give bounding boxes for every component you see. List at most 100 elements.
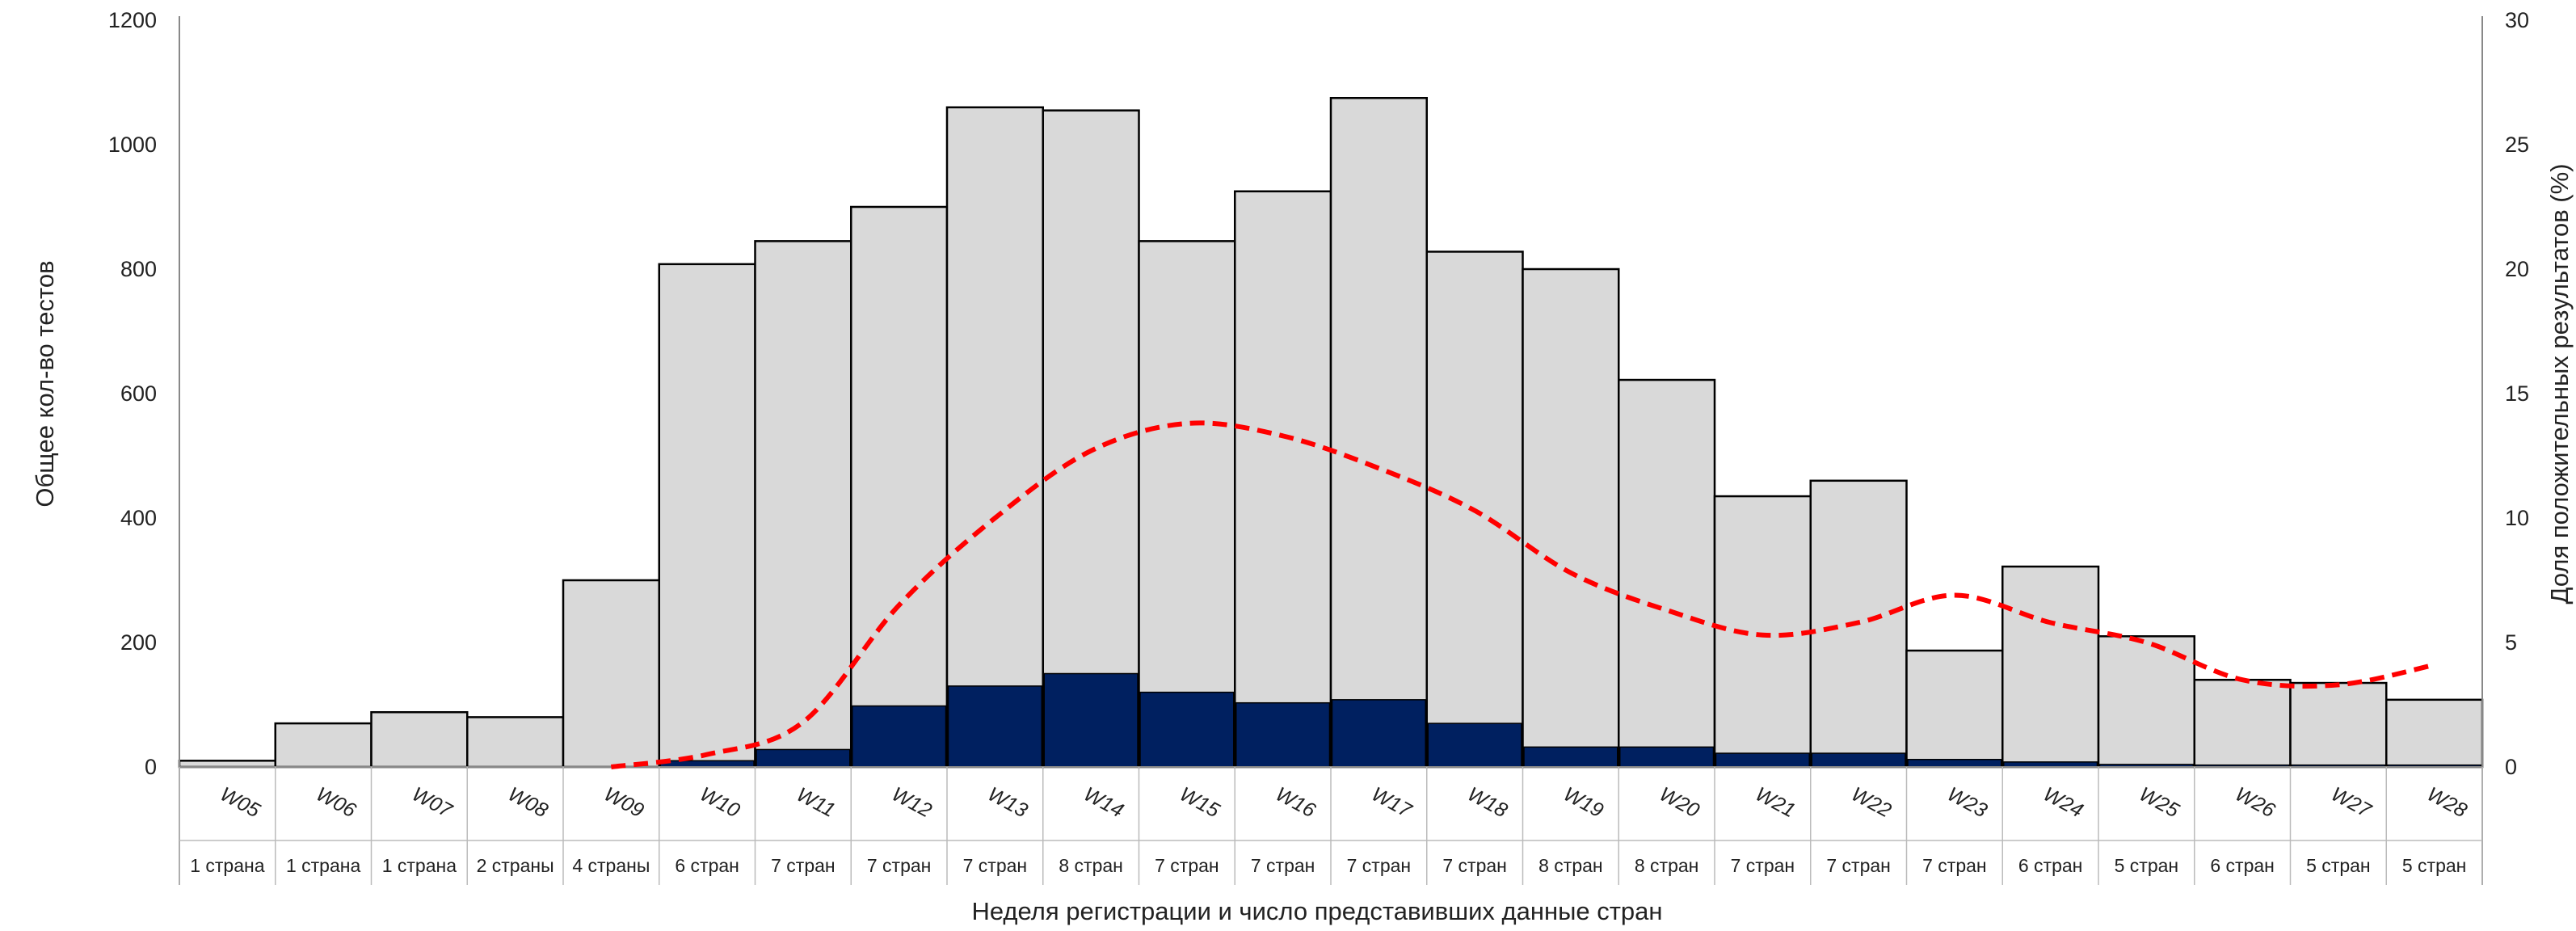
positive-bar-W18: [1427, 722, 1522, 768]
y2-tick-label: 30: [2505, 8, 2529, 32]
total-bar-W21: [1713, 495, 1812, 769]
country-count-label: 7 стран: [1347, 855, 1412, 876]
country-count-label: 7 стран: [1731, 855, 1795, 876]
week-label-W27: W27: [2327, 783, 2375, 823]
country-count-label: 7 стран: [1155, 855, 1219, 876]
country-count-label: 8 стран: [1635, 855, 1699, 876]
axes: [179, 16, 2483, 885]
positive-bar-W21: [1715, 752, 1810, 768]
week-label-W09: W09: [600, 783, 648, 823]
positive-bar-W12: [852, 705, 947, 768]
week-label-W17: W17: [1368, 783, 1416, 823]
week-label-W06: W06: [313, 783, 360, 823]
y2-tick-label: 10: [2505, 506, 2529, 530]
country-count-label: 5 стран: [2306, 855, 2371, 876]
total-bar-W05: [178, 760, 276, 769]
total-bar-W16: [1234, 190, 1332, 769]
y-tick-label: 800: [120, 257, 157, 281]
positive-bar-W16: [1235, 701, 1331, 768]
total-bar-W28: [2385, 698, 2484, 769]
total-bar-W11: [754, 240, 852, 769]
country-count-label: 6 стран: [2018, 855, 2083, 876]
positive-bar-W15: [1139, 691, 1235, 768]
country-count-label: 5 стран: [2115, 855, 2179, 876]
country-count-label: 6 стран: [2210, 855, 2275, 876]
country-count-label: 7 стран: [771, 855, 836, 876]
week-label-W15: W15: [1176, 783, 1223, 823]
y-tick-label: 400: [120, 506, 157, 530]
country-count-label: 8 стран: [1059, 855, 1123, 876]
positive-bar-W17: [1331, 699, 1426, 768]
y2-tick-label: 20: [2505, 257, 2529, 281]
week-label-W25: W25: [2136, 783, 2183, 823]
x-axis-title: Неделя регистрации и число представивших…: [971, 897, 1662, 925]
total-bar-W14: [1042, 109, 1140, 769]
week-label-W26: W26: [2232, 783, 2279, 823]
week-label-W23: W23: [1943, 783, 1991, 823]
positive-bar-W22: [1811, 752, 1906, 768]
country-count-label: 7 стран: [1251, 855, 1315, 876]
week-label-W18: W18: [1464, 783, 1512, 823]
total-bar-W24: [2001, 565, 2100, 769]
positive-bar-W20: [1619, 746, 1715, 768]
country-count-label: 2 страны: [477, 855, 554, 876]
country-count-label: 7 стран: [1442, 855, 1507, 876]
country-count-label: 7 стран: [1826, 855, 1891, 876]
positive-bar-W13: [947, 685, 1042, 768]
week-label-W05: W05: [217, 783, 264, 823]
y2-tick-label: 15: [2505, 381, 2529, 406]
total-bar-W17: [1329, 97, 1428, 769]
week-label-W28: W28: [2423, 783, 2471, 823]
y-tick-label: 1000: [108, 133, 157, 157]
week-label-W20: W20: [1656, 783, 1703, 823]
total-bar-W15: [1138, 240, 1236, 769]
positive-bar-W11: [756, 748, 851, 768]
total-bar-W23: [1905, 649, 2004, 769]
total-bar-W19: [1522, 268, 1620, 769]
total-bar-W06: [274, 722, 373, 769]
total-bar-W27: [2289, 681, 2388, 769]
week-label-W22: W22: [1848, 783, 1896, 823]
total-tests-bars: [178, 97, 2484, 769]
positive-tests-bars: [659, 672, 2482, 768]
country-count-label: 1 страна: [382, 855, 457, 876]
positive-bar-W14: [1043, 672, 1139, 768]
y-tick-label: 0: [145, 755, 157, 779]
week-label-W14: W14: [1080, 783, 1128, 823]
week-label-W10: W10: [697, 783, 744, 823]
total-bar-W13: [945, 106, 1044, 769]
positive-bar-W23: [1907, 759, 2002, 768]
week-label-W24: W24: [2039, 783, 2087, 823]
country-count-label: 7 стран: [867, 855, 932, 876]
total-bar-W26: [2193, 678, 2292, 769]
week-label-W11: W11: [793, 783, 839, 822]
total-bar-W07: [370, 710, 469, 769]
country-count-label: 1 страна: [286, 855, 361, 876]
total-bar-W20: [1618, 378, 1716, 769]
y-tick-label: 600: [120, 381, 157, 406]
week-label-W19: W19: [1559, 783, 1607, 823]
positive-bar-W19: [1523, 746, 1618, 768]
total-bar-W12: [850, 205, 949, 769]
country-count-label: 6 стран: [675, 855, 739, 876]
right-axis-ticks: 0 5 10 15 20 25 30: [2505, 8, 2529, 779]
y-tick-label: 1200: [108, 8, 157, 32]
country-count-label: 4 страны: [572, 855, 650, 876]
week-label-W12: W12: [888, 783, 936, 823]
y2-axis-title: Доля положительных результатов (%): [2545, 163, 2574, 604]
country-count-label: 1 страна: [190, 855, 265, 876]
y-tick-label: 200: [120, 630, 157, 655]
total-bar-W08: [466, 716, 565, 769]
country-count-label: 8 стран: [1538, 855, 1603, 876]
y2-tick-label: 25: [2505, 133, 2529, 157]
week-label-W16: W16: [1272, 783, 1320, 823]
week-label-W08: W08: [504, 783, 552, 823]
week-label-W07: W07: [408, 783, 456, 823]
country-count-label: 7 стран: [963, 855, 1028, 876]
positive-bar-W10: [659, 760, 755, 768]
country-count-label: 5 стран: [2402, 855, 2467, 876]
week-label-W13: W13: [984, 783, 1032, 823]
week-label-W21: W21: [1752, 783, 1799, 823]
y2-tick-label: 0: [2505, 755, 2517, 779]
